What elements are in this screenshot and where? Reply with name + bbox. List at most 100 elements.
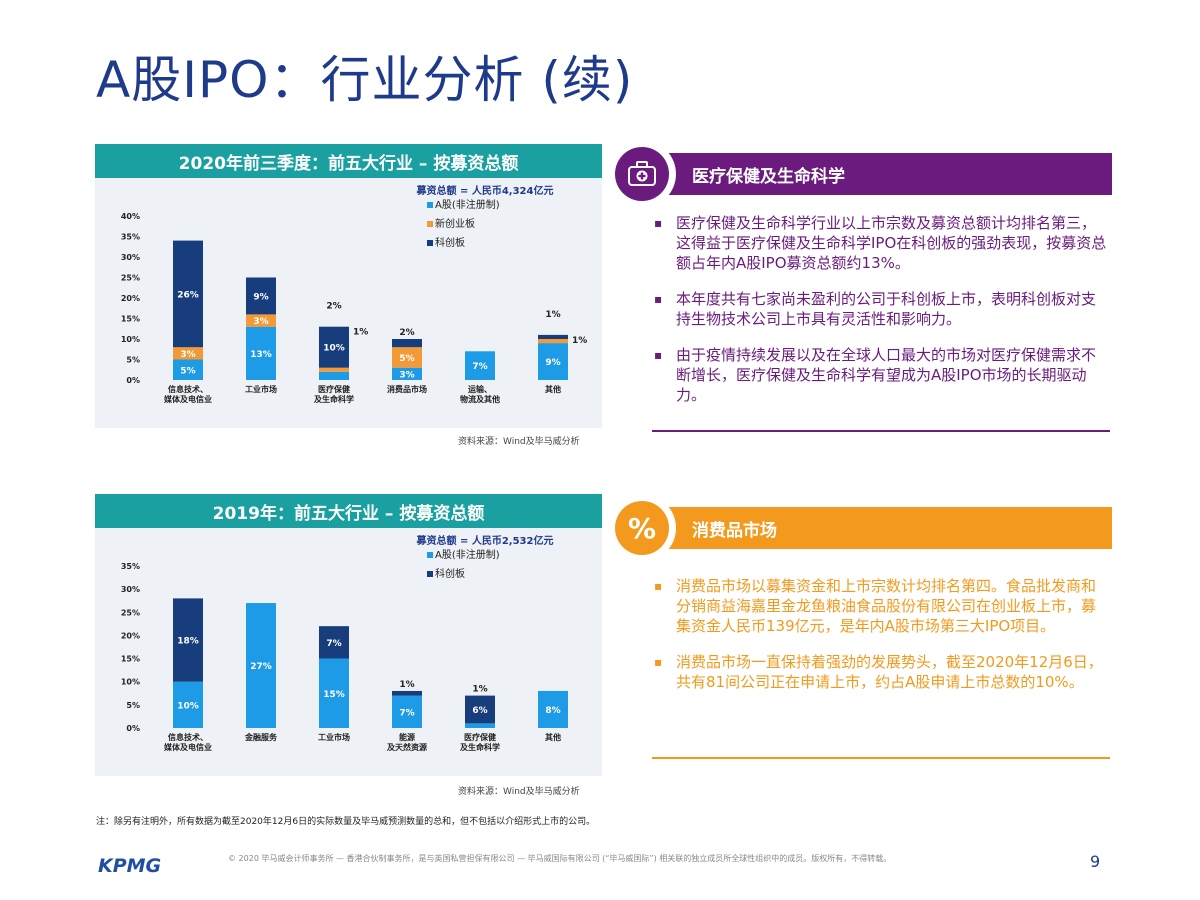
legend-entry: 新创业板: [435, 217, 475, 230]
data-label: 1%: [472, 685, 487, 695]
data-label: 6%: [472, 706, 487, 716]
bar-segment: [246, 314, 276, 327]
chart-title: 2019年：前五大行业 – 按募资总额: [95, 494, 602, 528]
legend-entry: A股(非注册制): [435, 548, 500, 561]
bullet-item: 消费品市场一直保持着强劲的发展势头，截至2020年12月6日，共有81间公司正在…: [652, 652, 1107, 692]
data-label: 15%: [323, 690, 345, 700]
panel-header-consumer: % 消费品市场: [608, 494, 1112, 562]
data-label: 1%: [353, 328, 368, 338]
category-label: 金融服务: [244, 732, 278, 742]
data-label: 7%: [326, 639, 341, 649]
category-label: 其他: [545, 732, 561, 742]
bar-segment: [319, 371, 349, 380]
category-label: 信息技术、媒体及电信业: [163, 732, 212, 752]
bullet-item: 消费品市场以募集资金和上市宗数计均排名第四。食品批发商和分销商益海嘉里金龙鱼粮油…: [652, 576, 1107, 636]
data-label: 13%: [250, 350, 272, 360]
data-label: 1%: [572, 336, 587, 346]
bar-segment: [173, 359, 203, 380]
chart-subtitle: 募资总额 = 人民币4,324亿元: [416, 184, 554, 197]
bullet-item: 本年度共有七家尚未盈利的公司于科创板上市，表明科创板对支持生物技术公司上市具有灵…: [652, 289, 1107, 329]
legend-entry: A股(非注册制): [435, 198, 500, 211]
bar-segment: [392, 347, 422, 368]
chart-2019: 2019年：前五大行业 – 按募资总额 募资总额 = 人民币2,532亿元 A股(…: [95, 494, 602, 776]
chart-source: 资料来源：Wind及毕马威分析: [458, 437, 580, 447]
bullet-item: 医疗保健及生命科学行业以上市宗数及募资总额计均排名第三，这得益于医疗保健及生命科…: [652, 213, 1107, 273]
y-tick-label: 5%: [126, 356, 140, 365]
y-tick-label: 35%: [121, 562, 140, 571]
panel-heading: 医疗保健及生命科学: [668, 153, 1112, 195]
bar-segment: [538, 690, 568, 728]
data-label: 3%: [180, 350, 195, 360]
data-label: 7%: [399, 708, 414, 718]
bar-segment: [538, 334, 568, 339]
y-tick-label: 15%: [121, 315, 140, 324]
consumer-bullets: 消费品市场以募集资金和上市宗数计均排名第四。食品批发商和分销商益海嘉里金龙鱼粮油…: [652, 576, 1107, 708]
y-tick-label: 20%: [121, 631, 140, 640]
bar-segment: [246, 277, 276, 315]
footnote: 注：除另有注明外，所有数据为截至2020年12月6日的实际数量及毕马威预测数量的…: [96, 817, 596, 827]
category-label: 运输、物流及其他: [460, 384, 500, 404]
category-label: 能源及天然资源: [387, 732, 427, 752]
legend-swatch: [427, 552, 433, 558]
legend-entry: 科创板: [435, 567, 465, 580]
data-label: 9%: [545, 358, 560, 368]
data-label: 2%: [326, 302, 341, 312]
data-label: 7%: [472, 362, 487, 372]
data-label: 3%: [399, 370, 414, 380]
category-label: 消费品市场: [387, 384, 427, 394]
bar-segment: [465, 723, 495, 728]
bar-segment: [392, 695, 422, 728]
bar-segment: [465, 695, 495, 724]
y-tick-label: 40%: [121, 212, 140, 221]
y-tick-label: 15%: [121, 655, 140, 664]
data-label: 1%: [545, 310, 560, 320]
category-label: 医疗保健及生命科学: [314, 384, 354, 404]
bar-segment: [538, 343, 568, 380]
y-tick-label: 10%: [121, 678, 140, 687]
y-tick-label: 0%: [126, 724, 140, 733]
data-label: 5%: [180, 366, 195, 376]
chart-subtitle: 募资总额 = 人民币2,532亿元: [416, 534, 554, 547]
chart-2020: 2020年前三季度：前五大行业 – 按募资总额 募资总额 = 人民币4,324亿…: [95, 144, 602, 428]
bar-segment: [465, 351, 495, 380]
healthcare-bullets: 医疗保健及生命科学行业以上市宗数及募资总额计均排名第三，这得益于医疗保健及生命科…: [652, 213, 1107, 421]
bar-segment: [246, 603, 276, 728]
bar-segment: [246, 326, 276, 380]
y-tick-label: 10%: [121, 335, 140, 344]
y-tick-label: 30%: [121, 253, 140, 262]
bar-segment: [319, 658, 349, 728]
bullet-item: 由于疫情持续发展以及在全球人口最大的市场对医疗保健需求不断增长，医疗保健及生命科…: [652, 345, 1107, 405]
legend-swatch: [427, 202, 433, 208]
bar-segment: [392, 367, 422, 380]
bar-segment: [173, 347, 203, 360]
y-tick-label: 25%: [121, 274, 140, 283]
y-tick-label: 5%: [126, 701, 140, 710]
bar-segment: [173, 681, 203, 728]
panel-icon-ring: [608, 140, 676, 208]
data-label: 3%: [253, 317, 268, 327]
panel-header-healthcare: 医疗保健及生命科学: [608, 140, 1112, 208]
category-label: 其他: [545, 384, 561, 394]
legend-swatch: [427, 240, 433, 246]
y-tick-label: 0%: [126, 376, 140, 385]
page-title: A股IPO：行业分析 (续): [96, 51, 634, 109]
kpmg-logo: KPMG: [98, 855, 162, 877]
category-label: 工业市场: [245, 384, 277, 394]
bar-segment: [319, 367, 349, 372]
bar-segment: [319, 326, 349, 368]
data-label: 9%: [253, 292, 268, 302]
bar-segment: [173, 240, 203, 348]
divider: [652, 430, 1110, 432]
chart-title: 2020年前三季度：前五大行业 – 按募资总额: [95, 144, 602, 178]
percent-tag-icon: %: [615, 501, 669, 555]
category-label: 工业市场: [318, 732, 350, 742]
data-label: 8%: [545, 706, 560, 716]
legend-entry: 科创板: [435, 236, 465, 249]
y-tick-label: 35%: [121, 233, 140, 242]
legend-swatch: [427, 221, 433, 227]
bar-segment: [319, 626, 349, 659]
data-label: 2%: [399, 328, 414, 338]
panel-icon-ring: %: [608, 494, 676, 562]
data-label: 26%: [177, 290, 199, 300]
